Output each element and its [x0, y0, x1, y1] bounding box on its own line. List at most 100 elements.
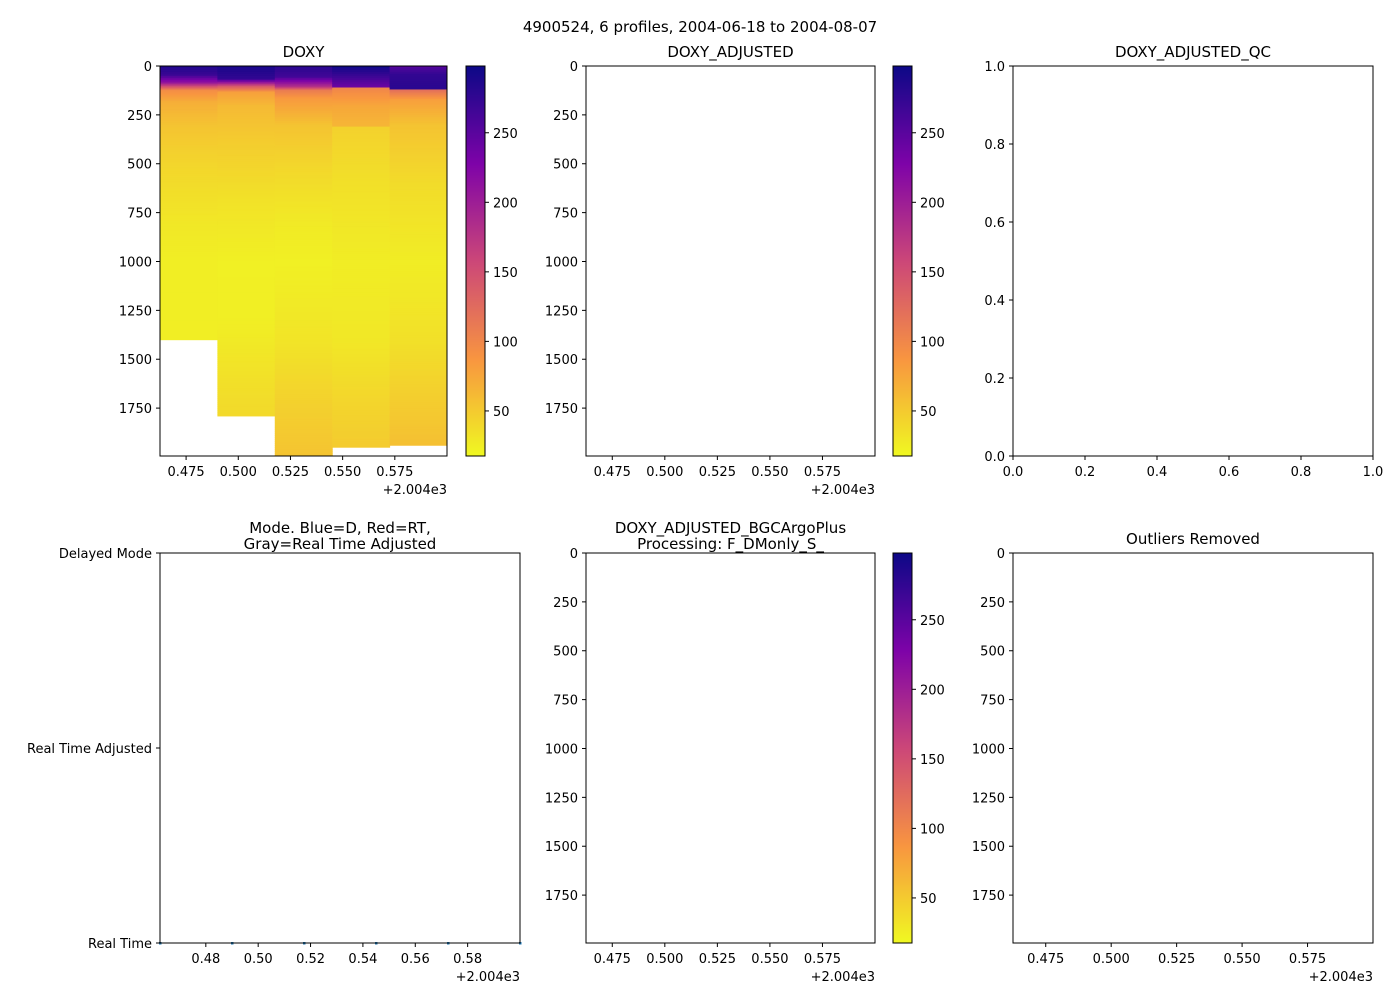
colorbar-segment [893, 439, 912, 441]
heatmap-cell [217, 374, 276, 378]
heatmap-cell [332, 81, 391, 85]
heatmap-cell [274, 310, 333, 313]
heatmap-cell [389, 318, 448, 321]
colorbar-tick-label: 250 [920, 127, 945, 142]
heatmap-cell [160, 234, 218, 237]
colorbar-segment [466, 95, 485, 97]
colorbar-segment [466, 219, 485, 221]
colorbar-segment [893, 178, 912, 180]
colorbar-segment [893, 848, 912, 850]
colorbar-segment [893, 149, 912, 151]
heatmap-cell [332, 112, 391, 116]
heatmap-cell [332, 382, 391, 386]
heatmap-cell [160, 222, 218, 225]
colorbar-segment [893, 784, 912, 786]
colorbar-segment [893, 715, 912, 717]
heatmap-cell [389, 238, 448, 241]
colorbar-segment [893, 448, 912, 450]
colorbar-segment [466, 123, 485, 125]
heatmap-cell [389, 292, 448, 296]
heatmap-cell [274, 165, 333, 169]
colorbar-segment [893, 204, 912, 206]
colorbar-segment [466, 171, 485, 173]
heatmap-cell [160, 206, 218, 210]
y-tick-label: 750 [980, 694, 1005, 709]
colorbar-segment [893, 452, 912, 454]
heatmap-cell [160, 93, 218, 96]
heatmap-cell [274, 202, 333, 206]
heatmap-cell [389, 433, 448, 436]
panel-title: DOXY_ADJUSTED_QC [1115, 43, 1271, 62]
colorbar-segment [893, 157, 912, 159]
heatmap-cell [332, 118, 391, 122]
heatmap-cell [217, 69, 276, 73]
heatmap-cell [389, 193, 448, 196]
heatmap-cell [332, 437, 391, 440]
colorbar-segment [466, 121, 485, 123]
colorbar-segment [893, 932, 912, 934]
heatmap-cell [217, 400, 276, 403]
colorbar-segment [893, 83, 912, 85]
colorbar-segment [893, 338, 912, 340]
colorbar-segment [893, 231, 912, 233]
colorbar-segment [893, 884, 912, 886]
colorbar-segment [893, 406, 912, 408]
heatmap-cell [389, 159, 448, 163]
colorbar-segment [466, 167, 485, 169]
heatmap-cell [217, 234, 276, 237]
colorbar-segment [466, 160, 485, 162]
heatmap-cell [389, 124, 448, 128]
colorbar-segment [893, 911, 912, 913]
heatmap-cell [217, 335, 276, 339]
heatmap-cell [274, 388, 333, 392]
heatmap-cell [274, 177, 333, 180]
colorbar-segment [893, 847, 912, 849]
colorbar-segment [893, 743, 912, 745]
heatmap-cell [332, 226, 391, 229]
colorbar-segment [893, 631, 912, 633]
colorbar-segment [893, 725, 912, 727]
colorbar-segment [893, 809, 912, 811]
colorbar-segment [893, 686, 912, 688]
colorbar-segment [893, 910, 912, 912]
colorbar-segment [893, 137, 912, 139]
colorbar-segment [893, 404, 912, 406]
heatmap-cell [389, 167, 448, 171]
colorbar-segment [893, 389, 912, 391]
colorbar-segment [466, 197, 485, 199]
heatmap-cell [217, 355, 276, 358]
heatmap-cell [160, 261, 218, 264]
heatmap-cell [389, 200, 448, 204]
colorbar-segment [893, 649, 912, 651]
colorbar-segment [893, 86, 912, 88]
colorbar-segment [466, 369, 485, 371]
colorbar-segment [893, 637, 912, 639]
colorbar-segment [893, 173, 912, 175]
colorbar-segment [893, 608, 912, 610]
colorbar-segment [893, 376, 912, 378]
colorbar-segment [893, 872, 912, 874]
colorbar-segment [893, 405, 912, 407]
heatmap-cell [332, 312, 391, 315]
colorbar-segment [466, 71, 485, 73]
heatmap-cell [332, 327, 391, 331]
colorbar-segment [893, 787, 912, 789]
colorbar-segment [893, 321, 912, 323]
heatmap-cell [160, 310, 218, 313]
heatmap-cell [274, 359, 333, 362]
colorbar-segment [893, 829, 912, 831]
heatmap-cell [389, 218, 448, 221]
heatmap-cell [274, 331, 333, 335]
heatmap-cell [274, 73, 333, 77]
colorbar-segment [893, 919, 912, 921]
colorbar-segment [466, 177, 485, 179]
colorbar-segment [893, 562, 912, 564]
colorbar-segment [893, 738, 912, 740]
colorbar-segment [893, 177, 912, 179]
colorbar-segment [893, 611, 912, 613]
colorbar-segment [466, 224, 485, 226]
colorbar-segment [893, 196, 912, 198]
x-tick-label: 0.525 [272, 465, 309, 480]
heatmap-cell [332, 271, 391, 274]
heatmap-cell [389, 118, 448, 122]
